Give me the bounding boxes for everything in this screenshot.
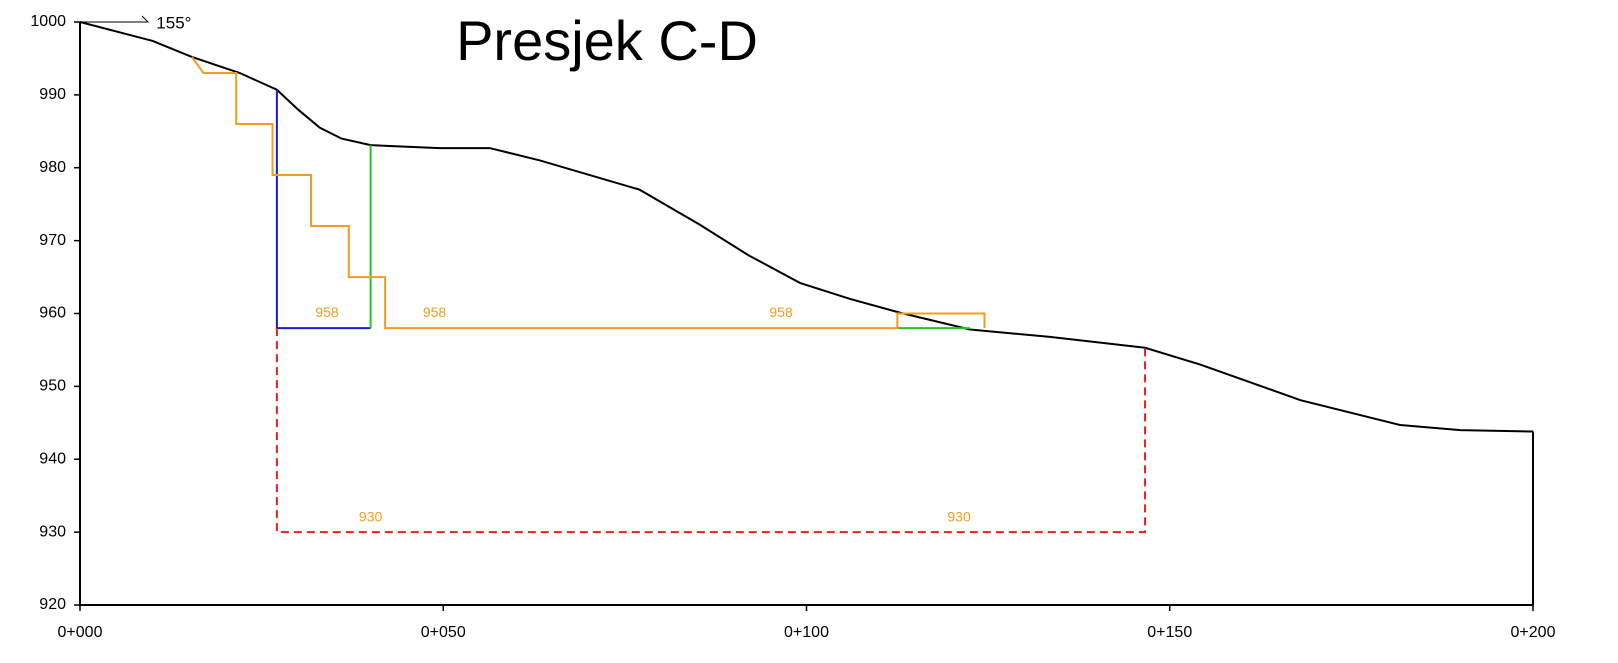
section-line: [275, 89, 371, 330]
y-tick-label: 930: [39, 523, 66, 540]
section-line: [275, 328, 1147, 534]
x-tick-label: 0+150: [1147, 624, 1192, 641]
y-tick-label: 940: [39, 450, 66, 467]
y-tick-label: 950: [39, 378, 66, 395]
y-tick-label: 960: [39, 305, 66, 322]
x-tick-label: 0+200: [1511, 624, 1556, 641]
x-tick-label: 0+000: [58, 624, 103, 641]
annotation: 930: [359, 508, 383, 524]
annotation: 930: [947, 508, 971, 524]
annotation: 958: [315, 304, 339, 320]
annotation: 958: [769, 304, 793, 320]
x-tick-label: 0+100: [784, 624, 829, 641]
section-line: [79, 21, 1534, 433]
bearing-arrow: [80, 15, 150, 23]
y-tick-label: 970: [39, 232, 66, 249]
y-tick-label: 920: [39, 596, 66, 613]
y-tick-label: 1000: [30, 13, 66, 30]
section-line: [191, 56, 986, 330]
y-tick-label: 990: [39, 86, 66, 103]
y-tick-label: 980: [39, 159, 66, 176]
chart-title: Presjek C-D: [456, 9, 758, 72]
annotation: 958: [423, 304, 447, 320]
annotation: 155°: [156, 14, 191, 33]
x-tick-label: 0+050: [421, 624, 466, 641]
